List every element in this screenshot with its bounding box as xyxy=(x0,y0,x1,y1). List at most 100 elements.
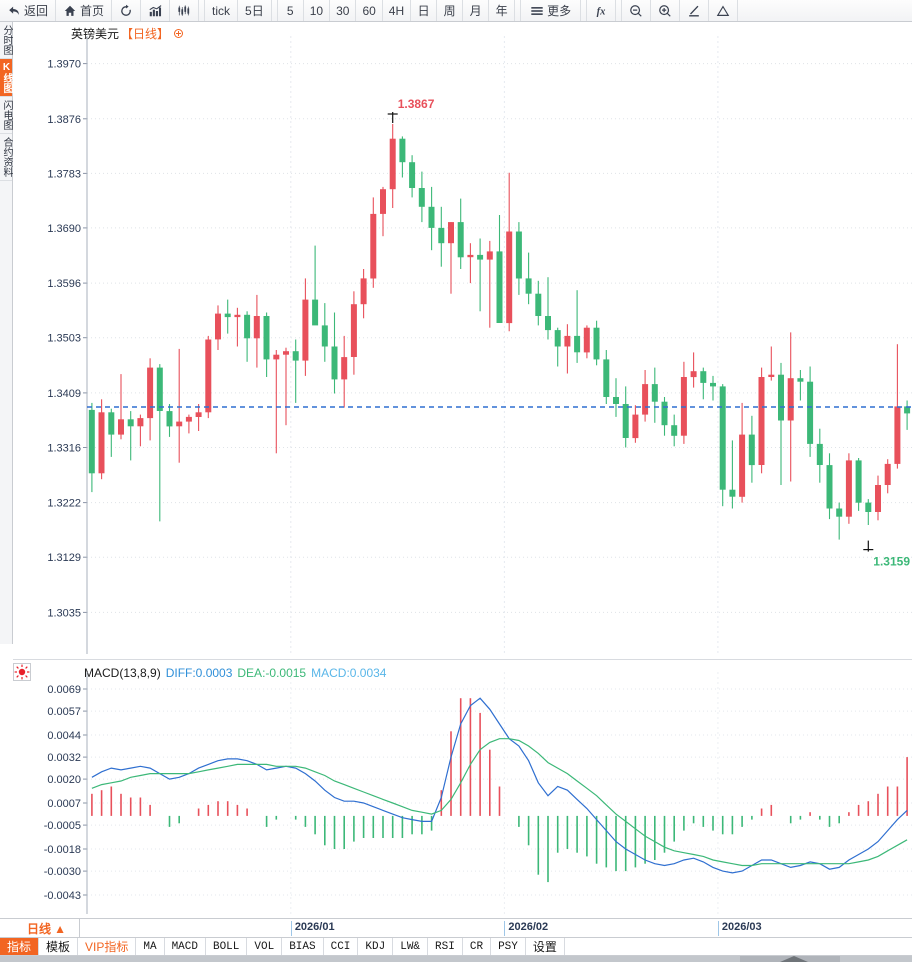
toolbar-zoom-in[interactable] xyxy=(651,0,681,21)
svg-text:1.3503: 1.3503 xyxy=(47,333,81,345)
toolbar-separator xyxy=(581,0,588,21)
svg-text:-0.0043: -0.0043 xyxy=(44,890,81,902)
toolbar-separator xyxy=(515,0,522,21)
indicator-ma[interactable]: MA xyxy=(136,938,165,955)
toolbar-fx[interactable]: fxfx xyxy=(587,0,617,21)
toolbar-five-day[interactable]: 5日 xyxy=(238,0,272,21)
toolbar-back[interactable]: 返回 xyxy=(0,0,57,21)
svg-text:1.3129: 1.3129 xyxy=(47,552,81,564)
svg-text:1.3970: 1.3970 xyxy=(47,59,81,71)
x-axis-tick: 2026/03 xyxy=(717,921,762,936)
pencil-icon xyxy=(689,5,699,17)
toolbar-m10[interactable]: 10 xyxy=(304,0,331,21)
indicator-vol[interactable]: VOL xyxy=(247,938,283,955)
triangle-icon xyxy=(716,5,730,16)
svg-text:1.3596: 1.3596 xyxy=(47,278,81,290)
toolbar-zoom-out[interactable] xyxy=(622,0,652,21)
indicator-bias[interactable]: BIAS xyxy=(282,938,324,955)
toolbar-week-label: 周 xyxy=(443,4,456,18)
indicator-vip-indicators[interactable]: VIP指标 xyxy=(78,938,137,955)
macd-name: MACD(13,8,9) xyxy=(84,666,161,680)
macd-diff-value: DIFF:0.0003 xyxy=(165,666,233,680)
toolbar-indicator[interactable] xyxy=(170,0,200,21)
indicator-template[interactable]: 模板 xyxy=(39,938,79,955)
sidebar-item-K线图[interactable]: K线图 xyxy=(0,59,12,97)
toolbar-more[interactable]: 更多 xyxy=(521,0,582,21)
toolbar-week[interactable]: 周 xyxy=(437,0,464,21)
toolbar-five-day-label: 5日 xyxy=(245,4,264,18)
toolbar-home-label: 首页 xyxy=(80,4,105,18)
chart-title: 英镑美元 【日线】 xyxy=(71,25,184,42)
svg-text:0.0020: 0.0020 xyxy=(47,774,81,786)
svg-text:1.3783: 1.3783 xyxy=(47,168,81,180)
indicator-macd[interactable]: MACD xyxy=(165,938,206,955)
toolbar-home[interactable]: 首页 xyxy=(56,0,113,21)
price-candlestick-svg[interactable]: 1.3970 1.3876 1.3783 1.3690 1.3596 1.3503 1.34… xyxy=(13,22,912,659)
indicator-cci[interactable]: CCI xyxy=(324,938,359,955)
svg-text:0.0007: 0.0007 xyxy=(47,798,81,810)
back-arrow-icon xyxy=(9,6,19,15)
bottom-scrollbar[interactable] xyxy=(0,956,912,962)
left-sidebar: 分时图 K线图 闪电图 合约资料 xyxy=(0,22,13,644)
toolbar-m30-label: 30 xyxy=(336,3,350,18)
toolbar-year-label: 年 xyxy=(495,4,508,18)
period-selector[interactable]: 日线 ▲ xyxy=(14,919,80,938)
toolbar-day[interactable]: 日 xyxy=(411,0,438,21)
indicator-indicators[interactable]: 指标 xyxy=(0,938,40,955)
indicator-psy[interactable]: PSY xyxy=(491,938,526,955)
scroll-up-arrow-icon[interactable] xyxy=(780,956,808,962)
toolbar-more-label: 更多 xyxy=(547,4,572,18)
svg-text:-0.0005: -0.0005 xyxy=(44,820,81,832)
svg-text:1.3876: 1.3876 xyxy=(47,114,81,126)
indicator-rsi[interactable]: RSI xyxy=(428,938,463,955)
toolbar-month-label: 月 xyxy=(469,4,482,18)
toolbar-m30[interactable]: 30 xyxy=(330,0,357,21)
toolbar-m5-label: 5 xyxy=(286,3,294,18)
indicator-lwr[interactable]: LW& xyxy=(393,938,429,955)
svg-text:-0.0030: -0.0030 xyxy=(44,866,81,878)
sun-icon[interactable] xyxy=(12,662,32,682)
toolbar-m10-label: 10 xyxy=(309,3,324,18)
svg-text:1.3035: 1.3035 xyxy=(47,607,81,619)
toolbar-draw-shape[interactable] xyxy=(709,0,739,21)
toolbar-month[interactable]: 月 xyxy=(463,0,490,21)
toolbar-h4[interactable]: 4H xyxy=(383,0,412,21)
candlestick-icon xyxy=(178,4,190,16)
hamburger-icon xyxy=(531,6,543,15)
indicator-cr[interactable]: CR xyxy=(463,938,492,955)
svg-text:1.3690: 1.3690 xyxy=(47,223,81,235)
price-chart-panel[interactable]: 英镑美元 【日线】 1.3970 1.3876 1.3783 1.3690 1.3596 1… xyxy=(13,22,912,659)
svg-text:0.0032: 0.0032 xyxy=(47,752,81,764)
indicator-boll[interactable]: BOLL xyxy=(206,938,248,955)
toolbar-m5[interactable]: 5 xyxy=(278,0,304,21)
bar-chart-icon xyxy=(149,4,162,16)
chevron-up-icon: ▲ xyxy=(54,921,66,936)
macd-indicator-svg[interactable]: 0.0069 0.0057 0.0044 0.0032 0.0020 0.0007 -0.0… xyxy=(13,660,912,919)
sidebar-filler xyxy=(0,181,12,644)
indicator-settings[interactable]: 设置 xyxy=(526,938,565,955)
sidebar-item-闪电图[interactable]: 闪电图 xyxy=(0,97,12,134)
toolbar-m60[interactable]: 60 xyxy=(356,0,383,21)
indicator-kdj[interactable]: KDJ xyxy=(358,938,394,955)
toolbar-chart-type[interactable] xyxy=(141,0,171,21)
toolbar-year[interactable]: 年 xyxy=(489,0,516,21)
chart-period-label: 【日线】 xyxy=(121,27,170,41)
home-icon xyxy=(64,5,76,16)
toolbar-tick[interactable]: tick xyxy=(205,0,239,21)
sidebar-item-合约资料[interactable]: 合约资料 xyxy=(0,134,12,181)
svg-text:1.3222: 1.3222 xyxy=(47,498,81,510)
period-selector-label: 日线 xyxy=(27,922,52,936)
refresh-icon xyxy=(121,4,131,16)
sidebar-item-分时图[interactable]: 分时图 xyxy=(0,22,12,59)
collapse-toggle-icon[interactable] xyxy=(174,29,184,38)
toolbar-draw-line[interactable] xyxy=(680,0,710,21)
macd-panel[interactable]: MACD(13,8,9) DIFF:0.0003 DEA:-0.0015 MACD:0… xyxy=(13,659,912,918)
toolbar-separator xyxy=(199,0,206,21)
svg-text:-0.0018: -0.0018 xyxy=(44,844,81,856)
svg-text:0.0057: 0.0057 xyxy=(47,706,81,718)
toolbar-refresh[interactable] xyxy=(112,0,142,21)
svg-text:1.3409: 1.3409 xyxy=(47,388,81,400)
toolbar-tick-label: tick xyxy=(212,3,231,18)
